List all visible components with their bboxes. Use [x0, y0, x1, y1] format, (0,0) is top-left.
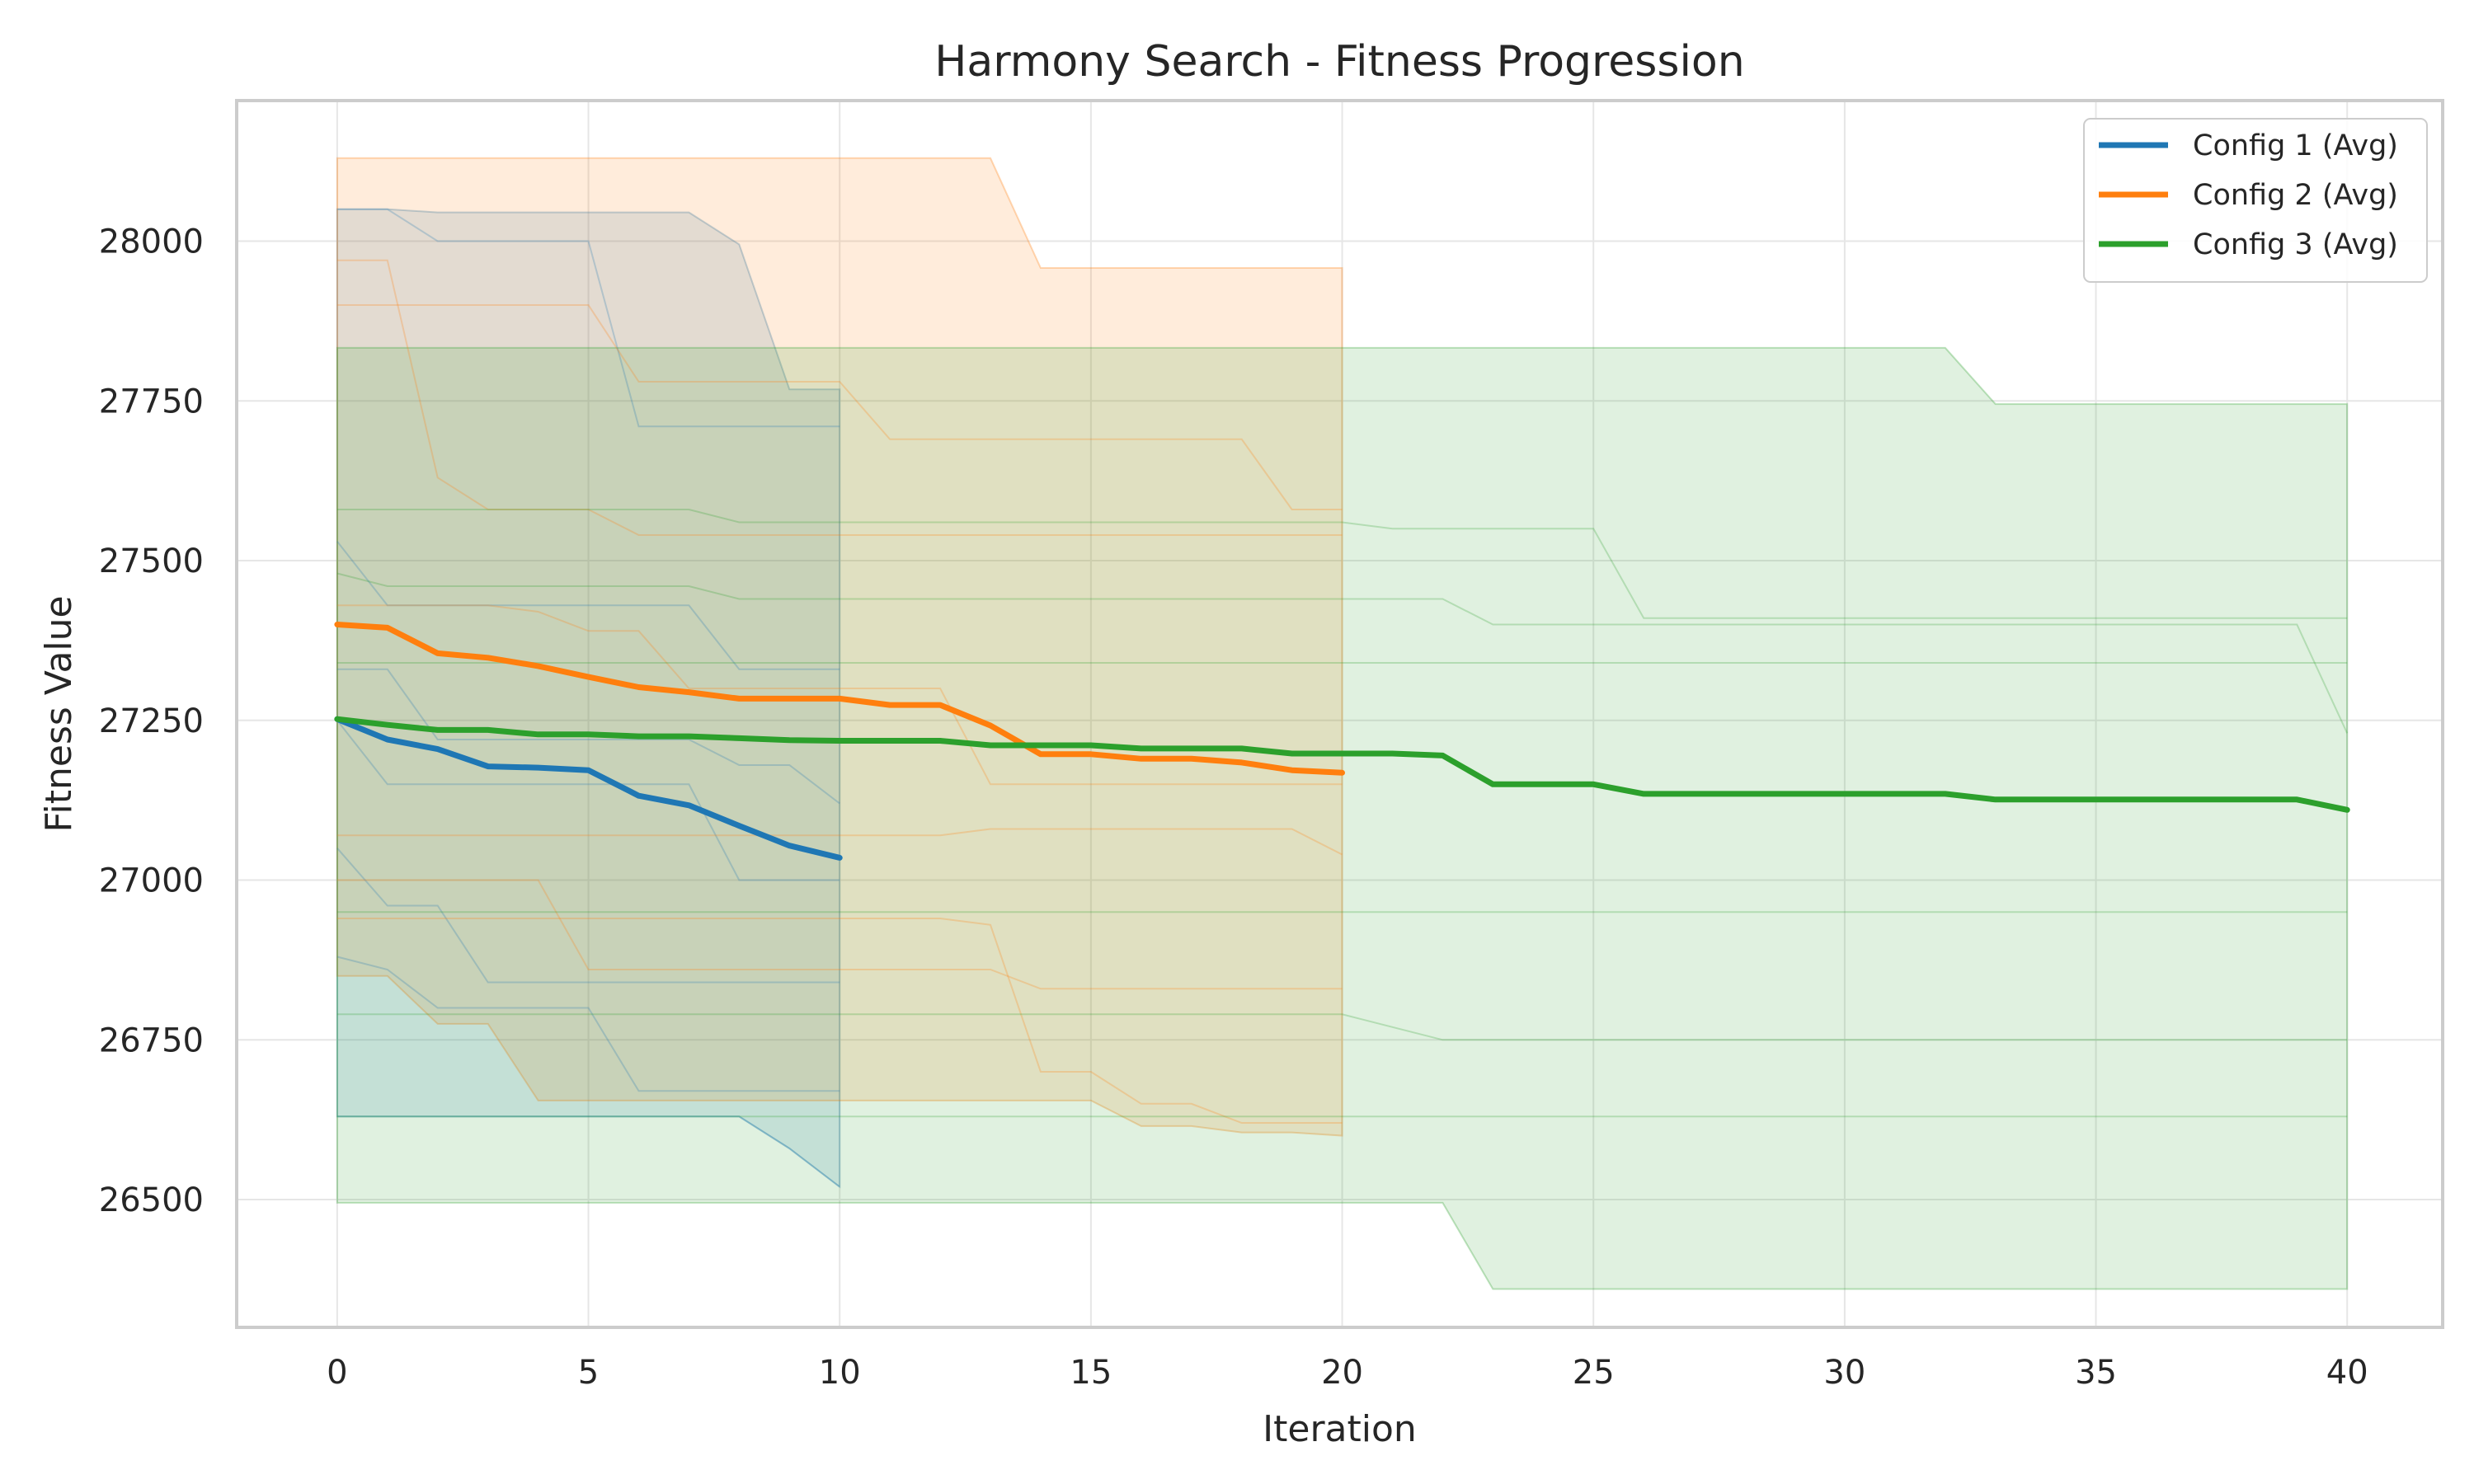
- series-2-avg-line: [334, 622, 1345, 776]
- x-tick-label: 25: [1573, 1354, 1615, 1392]
- y-tick-label: 26500: [99, 1181, 204, 1219]
- series-2-band: [336, 157, 1343, 1137]
- series-2-run-line: [336, 259, 1343, 536]
- legend-label: Config 2 (Avg): [2193, 179, 2398, 212]
- x-tick-label: 35: [2075, 1354, 2117, 1392]
- series-1-run-line: [336, 668, 840, 805]
- legend-box: [2083, 118, 2428, 283]
- x-tick-label: 40: [2326, 1354, 2368, 1392]
- series-1-run-line: [336, 1115, 840, 1188]
- y-tick-label: 27250: [99, 702, 204, 740]
- series-1-run-line: [336, 720, 840, 881]
- legend-label: Config 3 (Avg): [2193, 228, 2398, 261]
- series-2-run-line: [336, 918, 1343, 1124]
- x-tick-label: 20: [1321, 1354, 1363, 1392]
- series-3-avg-line: [334, 716, 2350, 813]
- series-1-run-line: [336, 208, 840, 428]
- y-tick-label: 27000: [99, 862, 204, 900]
- series-3-run-line: [336, 1013, 2348, 1041]
- series-3-band: [336, 346, 2349, 1290]
- legend: Config 1 (Avg) Config 2 (Avg) Config 3 (Av…: [2083, 118, 2428, 283]
- series-lines: [334, 622, 2350, 861]
- x-tick-label: 15: [1070, 1354, 1112, 1392]
- y-tick-label: 27500: [99, 542, 204, 580]
- y-axis-label: Fitness Value: [38, 595, 80, 832]
- series-1-run-line: [336, 848, 840, 984]
- series-2-run-line: [336, 828, 1343, 856]
- chart-title: Harmony Search - Fitness Progression: [934, 37, 1744, 87]
- x-axis-label: Iteration: [1263, 1408, 1417, 1450]
- legend-label: Config 1 (Avg): [2193, 129, 2398, 162]
- y-tick-label: 26750: [99, 1021, 204, 1059]
- plot-frame: [235, 99, 2444, 1329]
- x-tick-label: 5: [578, 1354, 599, 1392]
- x-tick-label: 10: [819, 1354, 861, 1392]
- run-lines: [336, 208, 2349, 1188]
- series-1-avg-line: [334, 716, 843, 861]
- y-tick-label: 27750: [99, 383, 204, 420]
- x-tick-label: 30: [1823, 1354, 1865, 1392]
- series-1-run-line: [336, 956, 840, 1092]
- series-2-run-line: [336, 604, 1343, 786]
- series-3-run-line: [336, 509, 2348, 619]
- y-tick-label: 28000: [99, 223, 204, 261]
- series-1-run-line: [336, 541, 840, 670]
- series-2-run-line: [336, 304, 1343, 510]
- series-1-band: [336, 208, 841, 1189]
- confidence-bands: [336, 157, 2349, 1290]
- grid: [237, 101, 2443, 1327]
- series-3-run-line: [336, 572, 2349, 734]
- ticks: 0 5 10 15 20 25 30 35 40 26500 26750 27000 27250 2750…: [99, 223, 2368, 1392]
- x-tick-label: 0: [327, 1354, 347, 1392]
- series-2-run-line: [336, 879, 1343, 990]
